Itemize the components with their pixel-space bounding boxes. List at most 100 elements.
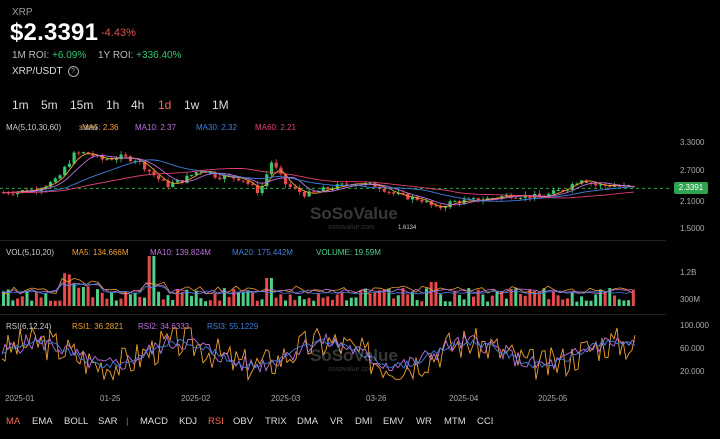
help-icon[interactable]: ? <box>67 66 79 77</box>
asset-name: XRP <box>12 7 33 18</box>
volume-bar <box>622 300 626 306</box>
candle-body <box>91 153 95 156</box>
timeframe-15m[interactable]: 15m <box>70 98 94 112</box>
timeframe-1m[interactable]: 1m <box>12 98 29 112</box>
candle-body <box>269 162 274 175</box>
indicator-sar[interactable]: SAR <box>98 416 118 427</box>
candle-body <box>11 193 15 195</box>
volume-bar <box>302 299 306 306</box>
timeframe-4h[interactable]: 4h <box>131 98 145 112</box>
candle-body <box>340 183 344 185</box>
candle-body <box>105 159 109 161</box>
candle-body <box>241 180 245 182</box>
volume-bar <box>378 290 381 306</box>
volume-bar <box>39 297 43 306</box>
candle-body <box>608 185 612 187</box>
volume-bar <box>44 293 48 306</box>
indicator-vr[interactable]: VR <box>330 416 344 427</box>
timeframe-1w[interactable]: 1w <box>184 98 200 112</box>
indicator-rsi[interactable]: RSI <box>208 416 224 427</box>
volume-bar <box>617 299 621 306</box>
ma60-legend: MA60: 2.21 <box>255 123 296 132</box>
candle-body <box>382 189 386 192</box>
timeframe-5m[interactable]: 5m <box>41 98 58 112</box>
indicator-macd[interactable]: MACD <box>140 416 168 427</box>
indicator-wr[interactable]: WR <box>416 416 432 427</box>
volume-bar <box>425 288 428 306</box>
indicator-cci[interactable]: CCI <box>477 416 494 427</box>
volume-bar <box>157 291 161 306</box>
candle-body <box>298 188 302 193</box>
candle-body <box>67 163 71 167</box>
volume-bar <box>53 300 57 306</box>
indicator-trix[interactable]: TRIX <box>265 416 287 427</box>
trading-pair[interactable]: XRP/USDT ? <box>12 66 79 77</box>
volume-bar <box>204 301 208 306</box>
roi-1m-value: +6.09% <box>52 50 87 61</box>
volume-bar <box>467 288 471 306</box>
volume-bar <box>354 297 358 306</box>
timeframe-1M[interactable]: 1M <box>212 98 229 112</box>
volume-bar <box>274 297 278 306</box>
volume-bar <box>556 295 560 306</box>
volume-bar <box>519 294 522 306</box>
candle-body <box>255 184 259 194</box>
volume-bar <box>472 296 475 306</box>
volume-bar <box>340 292 344 306</box>
candle-body <box>453 201 457 203</box>
rsi1-legend: RSI1: 36.2821 <box>72 322 124 331</box>
indicator-kdj[interactable]: KDJ <box>179 416 197 427</box>
candle-body <box>575 183 579 185</box>
volume-bar <box>20 296 24 306</box>
candle-body <box>556 190 560 192</box>
candle-body <box>439 206 443 209</box>
volume-bar <box>49 300 52 306</box>
volume-bar <box>260 299 264 306</box>
indicator-dmi[interactable]: DMI <box>355 416 373 427</box>
timeframe-1h[interactable]: 1h <box>106 98 120 112</box>
indicator-ema[interactable]: EMA <box>32 416 53 427</box>
candle-body <box>288 184 292 187</box>
candle-body <box>401 193 405 195</box>
volume-bar <box>100 292 104 306</box>
volume-bar <box>58 300 62 306</box>
volume-bar <box>30 300 34 306</box>
volume-bar <box>175 288 179 306</box>
indicator-emv[interactable]: EMV <box>383 416 404 427</box>
volume-bar <box>533 291 537 306</box>
volume-bar <box>443 301 447 306</box>
high-price-label: 3.3999 <box>79 126 98 132</box>
volume-bar <box>490 295 494 306</box>
volume-bar <box>114 300 118 306</box>
candle-body <box>331 189 335 191</box>
volume-bar <box>627 300 631 306</box>
roi-1m: 1M ROI: +6.09% <box>12 50 86 61</box>
candle-body <box>100 155 104 160</box>
vol-ma10-line <box>1 282 633 295</box>
candle-body <box>551 190 556 194</box>
volume-bar <box>368 293 372 306</box>
candle-body <box>63 166 67 176</box>
indicator-obv[interactable]: OBV <box>233 416 254 427</box>
volume-bar <box>96 289 99 306</box>
candle-body <box>443 207 447 209</box>
price-axis-label: 2.1000 <box>680 197 705 206</box>
volume-bar <box>119 298 123 306</box>
volume-bar <box>570 291 574 306</box>
roi-1y: 1Y ROI: +336.40% <box>98 50 182 61</box>
indicator-ma[interactable]: MA <box>6 416 21 427</box>
timeframe-1d[interactable]: 1d <box>158 98 172 112</box>
volume-bar <box>6 289 10 306</box>
indicator-boll[interactable]: BOLL <box>64 416 89 427</box>
candle-body <box>425 201 429 203</box>
ma10-legend: MA10: 2.37 <box>135 123 176 132</box>
indicator-dma[interactable]: DMA <box>297 416 319 427</box>
candle-body <box>72 152 76 164</box>
watermark-brand: SoSoValue <box>310 204 398 223</box>
volume-legend: VOLUME: 19.59M <box>316 248 381 257</box>
indicator-mtm[interactable]: MTM <box>444 416 466 427</box>
volume-bar <box>410 291 414 306</box>
candle-body <box>476 198 480 202</box>
pane-divider <box>0 240 666 241</box>
